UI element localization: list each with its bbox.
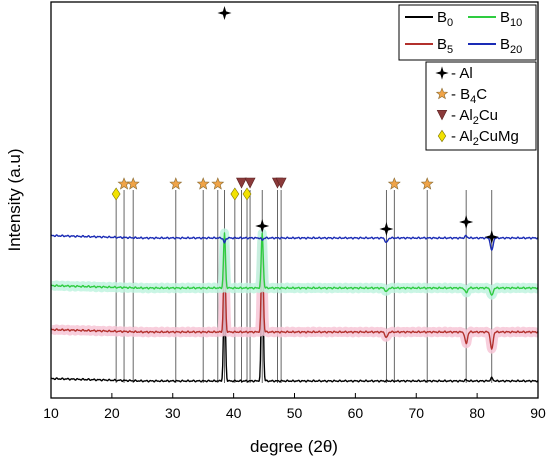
x-tick-label: 30 <box>165 405 181 421</box>
b4c-star-marker <box>126 177 140 190</box>
al2cu-triangle-marker <box>275 177 287 189</box>
series-legend: B0 B10 B5 B20 <box>398 4 537 61</box>
al2cu-triangle-marker <box>436 109 448 121</box>
legend-label-b0: B0 <box>437 9 453 29</box>
series-line-b0 <box>51 250 538 383</box>
al2cumg-diamond-marker <box>230 187 240 201</box>
peak-markers <box>111 6 499 244</box>
al-cross-marker <box>435 66 449 80</box>
legend-label-b5: B5 <box>437 36 453 56</box>
x-tick-label: 10 <box>43 405 59 421</box>
al-cross-marker <box>217 6 232 20</box>
b4c-star-marker <box>117 177 131 190</box>
series-line-b20 <box>51 234 538 251</box>
x-tick-label: 40 <box>226 405 242 421</box>
b4c-star-marker <box>169 177 183 190</box>
al-cross-marker <box>255 219 270 233</box>
x-tick-label: 20 <box>104 405 120 421</box>
series-line-b10 <box>51 232 538 296</box>
phase-label: - Al2CuMg <box>451 128 519 148</box>
xrd-traces <box>51 228 538 383</box>
series-legend-box <box>398 4 537 61</box>
al-cross-marker <box>379 222 394 236</box>
phase-legend: - Al - B4C- Al2Cu- Al2CuMg <box>425 61 537 151</box>
b4c-star-marker <box>435 87 449 100</box>
x-axis-ticks: 10 20 30 40 50 60 70 80 90 <box>43 393 546 421</box>
al-cross-marker <box>459 215 474 229</box>
phase-label: - Al <box>451 65 473 82</box>
x-tick-label: 90 <box>530 405 546 421</box>
x-tick-label: 70 <box>408 405 424 421</box>
al2cu-triangle-marker <box>244 177 256 189</box>
x-axis-title: degree (2θ) <box>250 437 338 456</box>
legend-label-b20: B20 <box>500 36 522 56</box>
legend-label-b10: B10 <box>500 9 522 29</box>
x-tick-label: 80 <box>469 405 485 421</box>
b4c-star-marker <box>387 177 401 190</box>
b4c-star-marker <box>211 177 225 190</box>
x-tick-label: 60 <box>348 405 364 421</box>
al2cumg-diamond-marker <box>242 187 252 201</box>
al2cumg-diamond-marker <box>437 129 447 143</box>
y-axis-title: Intensity (a.u) <box>5 149 24 252</box>
al-cross-marker <box>484 230 499 244</box>
x-tick-label: 50 <box>287 405 303 421</box>
b4c-star-marker <box>196 177 210 190</box>
al2cumg-diamond-marker <box>111 187 121 201</box>
series-line-b5 <box>51 239 538 350</box>
phase-label: - B4C <box>451 86 487 106</box>
phase-label: - Al2Cu <box>451 107 498 127</box>
al2cu-triangle-marker <box>236 177 248 189</box>
b4c-star-marker <box>420 177 434 190</box>
